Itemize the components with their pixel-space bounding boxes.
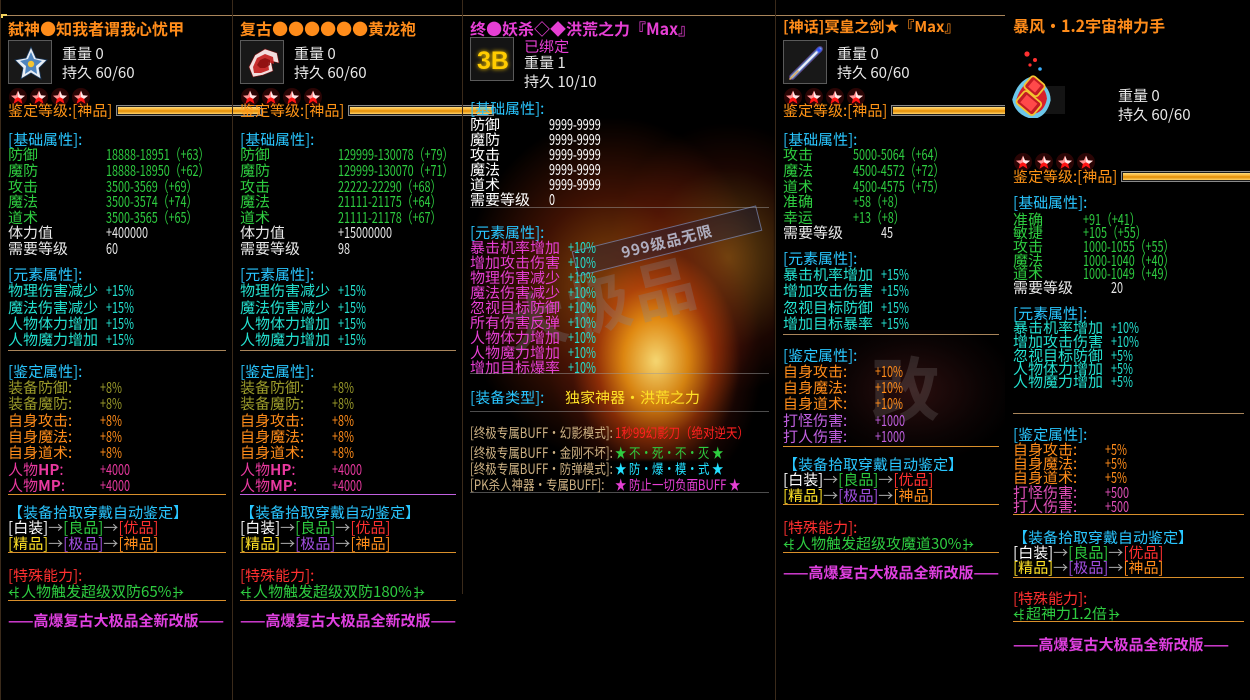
svg-text:3B: 3B	[477, 47, 509, 75]
